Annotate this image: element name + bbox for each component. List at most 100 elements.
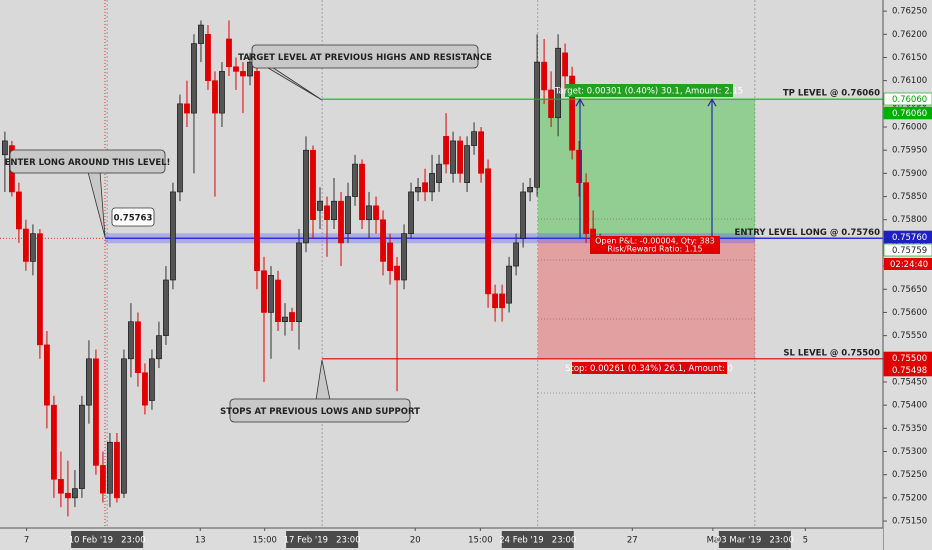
candle-body xyxy=(338,200,344,244)
target-callout-text: TARGET LEVEL AT PREVIOUS HIGHS AND RESIS… xyxy=(238,53,492,63)
entry-price-box xyxy=(111,207,155,227)
candle-body xyxy=(478,131,484,174)
arrow-head xyxy=(707,97,717,107)
candle-body xyxy=(583,182,589,234)
candle-body xyxy=(30,233,36,262)
enter-callout-text: ENTER LONG AROUND THIS LEVEL! xyxy=(5,158,171,168)
candle-body xyxy=(464,145,470,183)
rr-text: Risk/Reward Ratio: 1.15 xyxy=(607,245,702,254)
candle-body xyxy=(212,80,218,114)
stop-box xyxy=(572,362,727,374)
candle-body xyxy=(149,358,155,401)
pnl-box xyxy=(590,236,720,254)
candle-body xyxy=(310,149,316,221)
price-axis-bg xyxy=(883,0,932,550)
candle-body xyxy=(359,163,365,221)
candle-body xyxy=(345,196,351,234)
y-tick-label: 0.75650 xyxy=(892,285,927,295)
y-tick-label: 0.75600 xyxy=(892,308,927,318)
candle-body xyxy=(275,279,281,323)
candle-body xyxy=(401,233,407,281)
candle-body xyxy=(93,358,99,466)
x-tick-label: 15:00 xyxy=(252,536,277,546)
date-highlight xyxy=(501,531,574,548)
candle-body xyxy=(555,47,561,119)
candle-body xyxy=(170,191,176,281)
candle-body xyxy=(79,404,85,489)
price-tag-label: 0.75500 xyxy=(892,354,927,364)
candle-body xyxy=(163,279,169,336)
candle-body xyxy=(324,205,330,221)
price-tag xyxy=(883,92,932,106)
x-tick-label: 24 Feb '19 23:00 xyxy=(499,536,576,546)
candle-body xyxy=(44,344,50,406)
price-tag-label: 0.75759 xyxy=(892,246,927,256)
candle-body xyxy=(450,140,456,174)
candle-body xyxy=(226,38,232,68)
candle-body xyxy=(142,372,148,406)
y-tick-label: 0.75850 xyxy=(892,192,927,202)
y-tick-label: 0.75150 xyxy=(892,517,927,527)
candle-body xyxy=(520,191,526,239)
x-tick-label: 27 xyxy=(627,536,638,546)
candle-body xyxy=(317,200,323,211)
candle-body xyxy=(506,265,512,304)
candle-body xyxy=(205,34,211,81)
candle-body xyxy=(2,140,8,156)
candle-body xyxy=(394,265,400,281)
candle-body xyxy=(128,321,134,360)
candle-body xyxy=(443,135,449,165)
sl-label: SL LEVEL @ 0.75500 xyxy=(783,348,880,358)
candle-body xyxy=(415,186,421,193)
candle-body xyxy=(16,191,22,230)
y-tick-label: 0.75550 xyxy=(892,331,927,341)
y-tick-label: 0.75350 xyxy=(892,424,927,434)
price-tag xyxy=(883,243,932,257)
price-tag-label: 0.75760 xyxy=(892,233,927,243)
stops-callout-box xyxy=(229,398,411,423)
price-tag xyxy=(883,363,932,377)
y-tick-label: 0.75950 xyxy=(892,146,927,156)
candle-body xyxy=(37,233,43,346)
date-highlight xyxy=(71,531,144,548)
candle-body xyxy=(303,149,309,244)
candle-body xyxy=(422,182,428,193)
candle-body xyxy=(23,228,29,262)
candle-body xyxy=(107,441,113,494)
x-tick-label: 20 xyxy=(410,536,421,546)
candle-body xyxy=(436,163,442,183)
candle-body xyxy=(457,140,463,174)
target-box xyxy=(565,84,733,97)
candle-body xyxy=(86,358,92,406)
x-tick-label: 7 xyxy=(24,536,29,546)
candle-body xyxy=(562,52,568,77)
target-text: Target: 0.00301 (0.40%) 30.1, Amount: 2.… xyxy=(554,87,743,97)
candle-body xyxy=(373,205,379,221)
candle-body xyxy=(429,173,435,193)
candle-body xyxy=(548,89,554,119)
candle-body xyxy=(51,404,57,480)
y-tick-label: 0.75450 xyxy=(892,377,927,387)
y-tick-label: 0.75250 xyxy=(892,470,927,480)
candle-body xyxy=(331,200,337,221)
entry-price-text: 0.75763 xyxy=(114,214,153,224)
candle-body xyxy=(65,492,71,499)
y-tick-label: 0.76000 xyxy=(892,123,927,133)
candle-body xyxy=(233,66,239,72)
candle-body xyxy=(282,316,288,323)
x-tick-label: 15:00 xyxy=(468,536,493,546)
x-tick-label: 17 Feb '19 23:00 xyxy=(284,536,361,546)
y-tick-label: 0.75800 xyxy=(892,215,927,225)
x-tick-label: 13 xyxy=(195,536,206,546)
y-tick-label: 0.76250 xyxy=(892,7,927,17)
candle-body xyxy=(156,335,162,360)
stop-zone xyxy=(538,238,755,359)
candle-body xyxy=(541,61,547,91)
candle-body xyxy=(254,71,260,272)
candle-body xyxy=(471,131,477,146)
enter-callout-box xyxy=(9,149,166,174)
y-tick-label: 0.75400 xyxy=(892,401,927,411)
x-tick-label: 03 Mar '19 23:00 xyxy=(716,536,794,546)
y-tick-label: 0.76100 xyxy=(892,76,927,86)
